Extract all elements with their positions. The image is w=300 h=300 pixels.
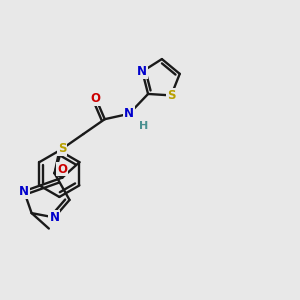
Text: N: N (19, 185, 29, 198)
Text: H: H (139, 121, 148, 131)
Text: N: N (50, 211, 59, 224)
Text: S: S (167, 89, 176, 102)
Text: S: S (58, 142, 66, 155)
Text: N: N (124, 107, 134, 120)
Text: N: N (137, 65, 147, 78)
Text: O: O (57, 163, 67, 176)
Text: O: O (91, 92, 101, 105)
